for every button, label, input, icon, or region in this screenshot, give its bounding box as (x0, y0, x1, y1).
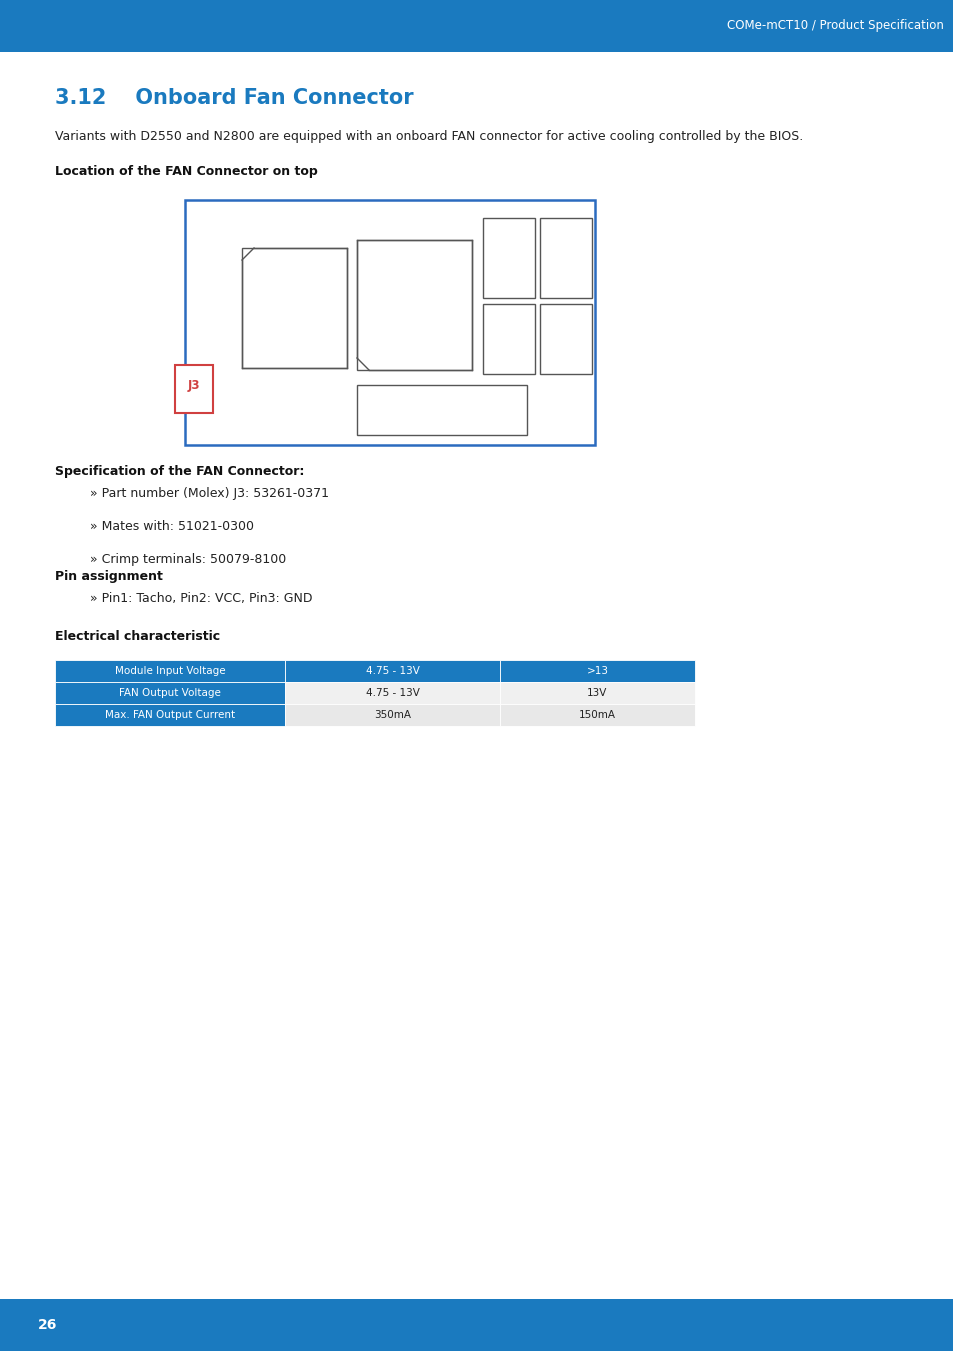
Text: 150mA: 150mA (578, 711, 616, 720)
Text: Variants with D2550 and N2800 are equipped with an onboard FAN connector for act: Variants with D2550 and N2800 are equipp… (55, 130, 802, 143)
Bar (55, 704, 285, 725)
Text: J3: J3 (188, 380, 200, 392)
Bar (242, 249, 347, 367)
Text: » Part number (Molex) J3: 53261-0371: » Part number (Molex) J3: 53261-0371 (90, 486, 329, 500)
Text: 4.75 - 13V: 4.75 - 13V (365, 688, 419, 698)
Bar (174, 365, 213, 413)
Text: » Pin1: Tacho, Pin2: VCC, Pin3: GND: » Pin1: Tacho, Pin2: VCC, Pin3: GND (90, 592, 313, 605)
Text: >13: >13 (586, 666, 608, 676)
Bar (539, 304, 592, 374)
Text: 26: 26 (38, 1319, 57, 1332)
Text: FAN Output Voltage: FAN Output Voltage (119, 688, 221, 698)
Bar (285, 704, 499, 725)
Bar (499, 704, 695, 725)
Text: Module Input Voltage: Module Input Voltage (114, 666, 225, 676)
Text: 3.12    Onboard Fan Connector: 3.12 Onboard Fan Connector (55, 88, 414, 108)
Bar (0, 1300, 953, 1351)
Bar (0, 0, 953, 51)
Text: » Crimp terminals: 50079-8100: » Crimp terminals: 50079-8100 (90, 553, 286, 566)
Bar (499, 682, 695, 704)
Bar (356, 385, 526, 435)
Text: 13V: 13V (587, 688, 607, 698)
Text: Specification of the FAN Connector:: Specification of the FAN Connector: (55, 465, 304, 478)
Bar (482, 304, 535, 374)
Bar (499, 661, 695, 682)
Bar (55, 682, 285, 704)
Text: Pin assignment: Pin assignment (55, 570, 163, 584)
Text: 350mA: 350mA (374, 711, 411, 720)
Bar (356, 240, 472, 370)
Text: 4.75 - 13V: 4.75 - 13V (365, 666, 419, 676)
Bar (285, 661, 499, 682)
Text: COMe-mCT10 / Product Specification: COMe-mCT10 / Product Specification (726, 19, 943, 32)
Text: Location of the FAN Connector on top: Location of the FAN Connector on top (55, 165, 317, 178)
Bar (285, 682, 499, 704)
Bar (55, 661, 285, 682)
Text: Max. FAN Output Current: Max. FAN Output Current (105, 711, 234, 720)
Bar (482, 218, 535, 299)
Text: » Mates with: 51021-0300: » Mates with: 51021-0300 (90, 520, 253, 534)
Text: Electrical characteristic: Electrical characteristic (55, 630, 220, 643)
Bar (539, 218, 592, 299)
Bar (185, 200, 595, 444)
